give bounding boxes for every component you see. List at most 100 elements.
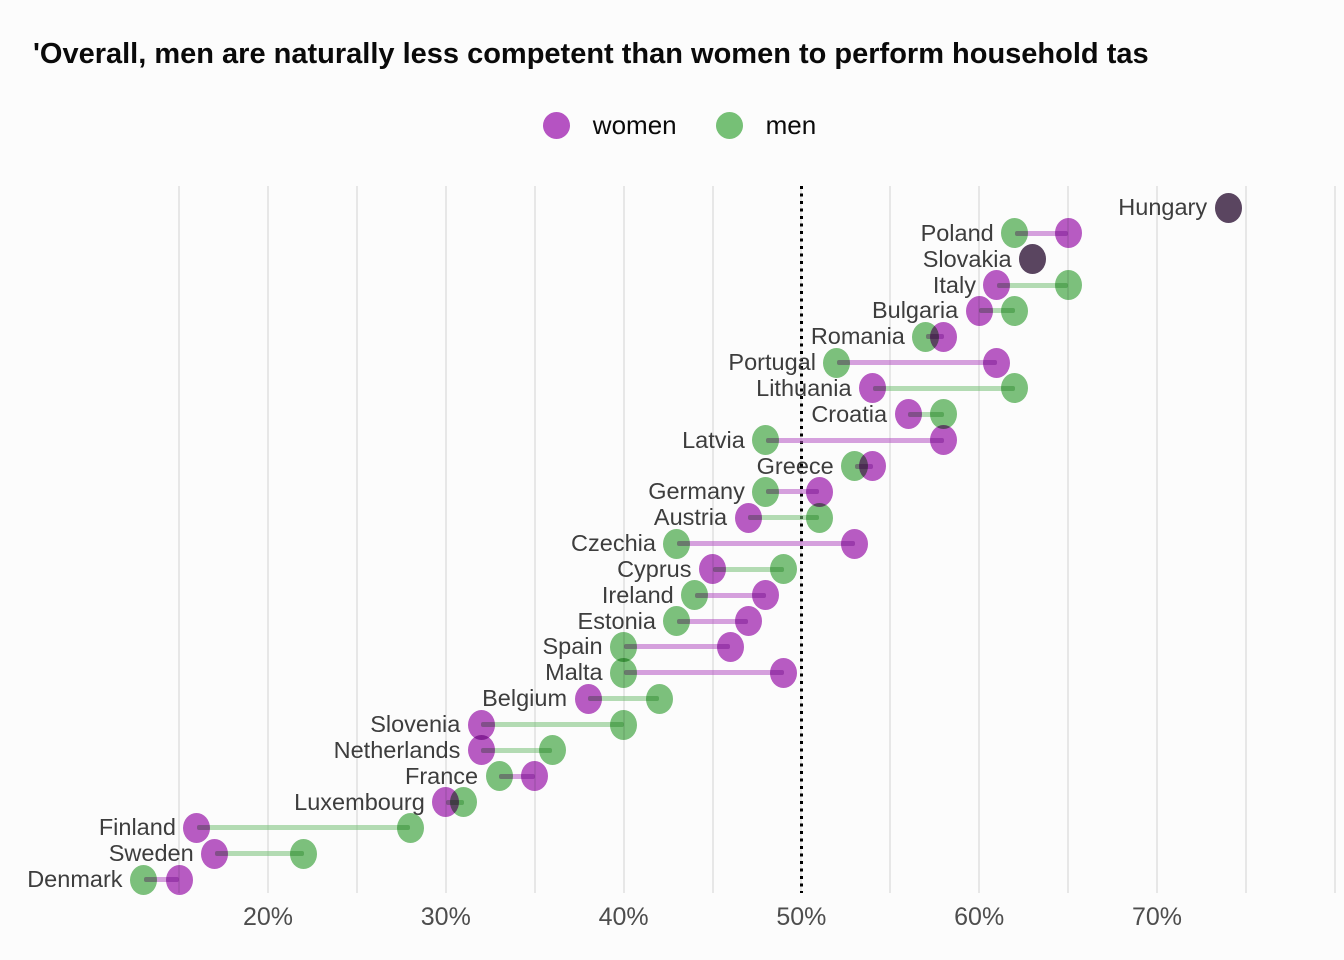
gridline-25 [355,186,358,893]
men-dot-spain [610,631,638,662]
gridline-55 [889,186,892,893]
men-dot-cyprus [770,554,798,585]
men-dot-italy [1054,270,1082,301]
connector-line [676,541,855,547]
gridline-65 [1067,186,1070,893]
x-tick-60%: 60% [954,903,1005,931]
women-dot-greece [859,451,887,481]
men-dot-czechia [663,528,691,559]
country-label-czechia: Czechia [571,530,656,557]
country-label-denmark: Denmark [27,866,123,893]
connector-line [996,282,1069,288]
women-dot-slovenia [467,709,495,740]
gridline-75 [1244,186,1247,893]
x-tick-70%: 70% [1131,903,1183,931]
connector-line [979,308,1015,314]
country-label-belgium: Belgium [482,685,568,712]
women-dot-france [521,761,549,792]
x-tick-20%: 20% [242,903,294,931]
connector-line [748,515,820,521]
women-dot-austria [734,502,762,533]
women-dot-sweden [201,838,229,869]
connector-line [499,773,535,779]
connector-line [623,644,731,650]
country-label-romania: Romania [810,323,905,350]
legend-label-men: men [765,110,817,140]
connector-line [623,670,784,676]
gridline-30 [444,186,447,893]
men-dot-belgium [645,683,673,714]
country-label-lithuania: Lithuania [756,374,852,401]
legend: women men [0,111,1344,139]
connector-line [481,747,553,753]
women-dot-luxembourg [432,787,460,818]
women-dot-bulgaria [965,295,993,326]
chart-title: 'Overall, men are naturally less compete… [33,38,1149,70]
country-label-poland: Poland [920,219,994,246]
country-label-netherlands: Netherlands [333,736,461,763]
women-legend-dot-icon [542,111,570,139]
country-label-estonia: Estonia [577,607,656,634]
gridline-80 [1333,186,1336,893]
connector-line [836,360,997,366]
men-dot-malta [610,657,638,688]
women-dot-malta [770,657,798,688]
connector-line [765,437,944,443]
connector-line [908,411,944,417]
country-label-luxembourg: Luxembourg [294,788,425,815]
women-dot-croatia [894,399,922,430]
women-dot-netherlands [467,735,495,766]
country-label-hungary: Hungary [1118,194,1208,220]
men-dot-ireland [681,580,709,611]
connector-line [481,722,624,727]
country-label-italy: Italy [932,271,976,298]
country-label-slovakia: Slovakia [922,245,1012,272]
country-label-spain: Spain [542,633,603,660]
women-dot-spain [716,631,744,662]
women-dot-czechia [841,528,869,559]
men-dot-estonia [663,606,691,637]
connector-line [694,592,766,598]
country-label-malta: Malta [545,659,603,686]
men-dot-poland [1001,218,1029,249]
connector-line [765,489,820,495]
gridline-45 [711,186,714,893]
country-label-ireland: Ireland [601,581,674,608]
connector-line [872,385,1015,391]
gridline-35 [533,186,536,893]
country-label-austria: Austria [653,504,728,531]
x-tick-40%: 40% [598,903,649,931]
country-label-croatia: Croatia [811,400,888,427]
gridline-15 [178,186,181,893]
men-dot-germany [752,476,780,507]
connector-line [1014,230,1069,236]
women-dot-italy [983,270,1011,301]
country-label-slovenia: Slovenia [370,711,461,737]
x-tick-30%: 30% [420,903,471,931]
country-label-bulgaria: Bulgaria [871,297,959,324]
women-dot-ireland [752,580,780,611]
country-label-finland: Finland [98,814,176,841]
gridline-60 [978,186,981,893]
women-dot-germany [805,476,833,507]
women-dot-slovakia [1019,244,1047,275]
gridline-40 [622,186,625,893]
men-dot-austria [805,502,833,533]
connector-line [196,825,411,831]
women-dot-estonia [734,606,762,637]
women-dot-latvia [930,425,958,456]
reference-line-50pct [799,186,803,893]
connector-line [214,851,304,857]
connector-line [143,877,180,883]
men-dot-bulgaria [1001,295,1029,326]
women-dot-finland [183,812,211,843]
women-dot-lithuania [859,373,887,404]
connector-line [676,618,749,624]
connector-line [712,566,784,572]
women-dot-poland [1054,218,1082,249]
men-dot-portugal [823,347,851,378]
men-dot-croatia [930,399,958,430]
men-dot-latvia [752,425,780,456]
